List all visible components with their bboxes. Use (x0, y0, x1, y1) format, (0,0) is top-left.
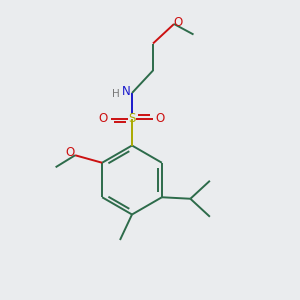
Text: O: O (156, 112, 165, 125)
Text: O: O (66, 146, 75, 159)
Text: O: O (173, 16, 182, 29)
Text: N: N (122, 85, 130, 98)
Text: O: O (99, 112, 108, 125)
Text: H: H (112, 88, 120, 99)
Text: S: S (128, 112, 136, 125)
